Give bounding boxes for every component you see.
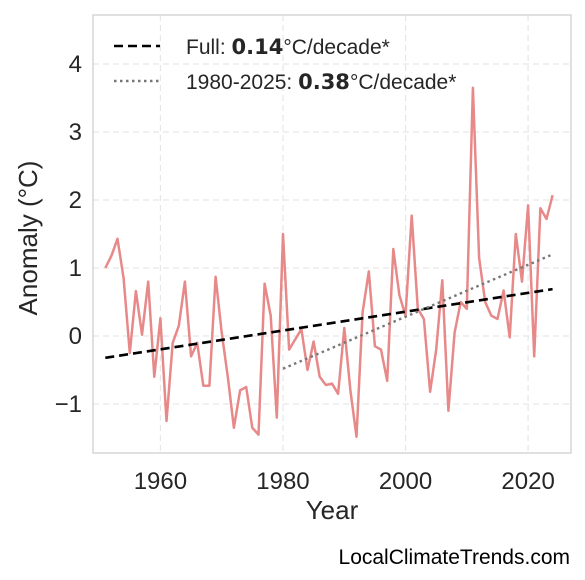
full-trend-line (105, 287, 553, 360)
anomaly-line (104, 86, 554, 438)
x-tick-label: 1960 (134, 468, 187, 495)
plot-frame (92, 14, 572, 454)
y-tick-label: 3 (69, 119, 82, 146)
grid (93, 15, 571, 453)
legend-full-prefix: Full: (186, 36, 232, 59)
y-tick-label: 2 (69, 187, 82, 214)
legend-recent-value: 0.38 (298, 70, 350, 94)
x-tick-label: 2000 (379, 468, 432, 495)
y-tick-label: −1 (55, 391, 82, 418)
legend-recent-suffix: °C/decade* (350, 71, 456, 94)
x-tick-label: 1980 (256, 468, 309, 495)
legend: Full: 0.14°C/decade* 1980-2025: 0.38°C/d… (114, 35, 456, 94)
recent-trend-line (282, 253, 554, 370)
y-tick-label: 0 (69, 323, 82, 350)
x-tick-label: 2020 (501, 468, 554, 495)
y-tick-label: 1 (69, 255, 82, 282)
legend-full-suffix: °C/decade* (283, 36, 389, 59)
legend-entry-1980-2025: 1980-2025: 0.38°C/decade* (186, 70, 456, 94)
y-axis-label: Anomaly (°C) (13, 161, 43, 316)
x-axis-ticks: 1960 1980 2000 2020 (134, 468, 555, 495)
x-axis-label: Year (306, 495, 359, 525)
legend-full-value: 0.14 (232, 35, 284, 59)
legend-recent-prefix: 1980-2025: (186, 71, 298, 94)
series-layer (104, 86, 554, 438)
legend-entry-full: Full: 0.14°C/decade* (186, 35, 390, 59)
y-tick-label: 4 (69, 51, 82, 78)
y-axis-ticks: −1 0 1 2 3 4 (55, 51, 82, 418)
footer-source: LocalClimateTrends.com (338, 546, 570, 569)
